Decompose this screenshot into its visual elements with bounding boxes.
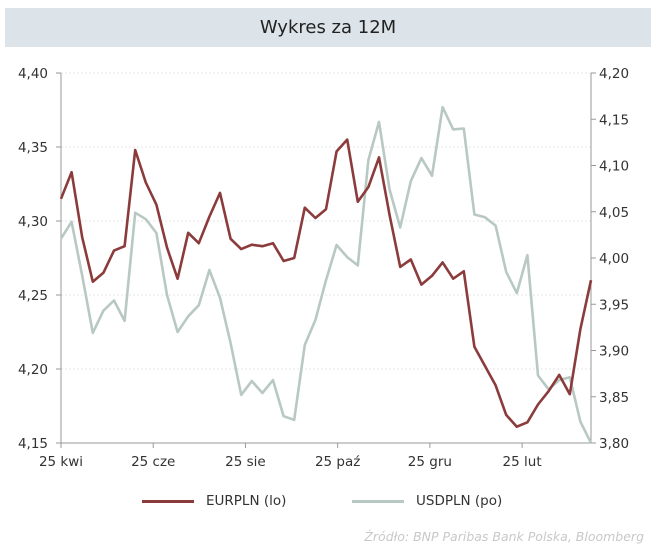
right-tick-label: 3,80 <box>599 436 629 452</box>
x-tick-label: 25 paź <box>315 454 360 470</box>
chart-title: Wykres za 12M <box>5 8 651 47</box>
right-tick-label: 4,15 <box>599 112 629 128</box>
x-tick-label: 25 lut <box>503 454 542 470</box>
left-tick-label: 4,40 <box>18 66 48 82</box>
left-tick-label: 4,15 <box>18 436 48 452</box>
legend-label-usdpln: USDPLN (po) <box>416 493 503 509</box>
legend-swatch-eurpln <box>142 499 194 503</box>
legend-item-usdpln: USDPLN (po) <box>352 493 502 509</box>
x-tick-label: 25 gru <box>408 454 452 470</box>
x-tick-label: 25 kwi <box>39 454 83 470</box>
right-tick-label: 4,10 <box>599 159 629 175</box>
right-tick-label: 4,00 <box>599 251 629 267</box>
left-tick-label: 4,30 <box>18 214 48 230</box>
right-tick-label: 3,90 <box>599 344 629 360</box>
legend-swatch-usdpln <box>352 499 404 503</box>
left-tick-label: 4,25 <box>18 288 48 304</box>
right-tick-label: 4,20 <box>599 66 629 82</box>
right-tick-label: 4,05 <box>599 205 629 221</box>
legend-item-eurpln: EURPLN (lo) <box>142 493 286 509</box>
source-note: Źródło: BNP Paribas Bank Polska, Bloombe… <box>364 529 644 544</box>
legend-label-eurpln: EURPLN (lo) <box>206 493 287 509</box>
right-tick-label: 3,85 <box>599 390 629 406</box>
series-line-usdpln <box>59 105 593 444</box>
x-tick-label: 25 sie <box>225 454 266 470</box>
left-tick-label: 4,35 <box>18 140 48 156</box>
x-tick-label: 25 cze <box>131 454 175 470</box>
right-tick-label: 3,95 <box>599 297 629 313</box>
left-tick-label: 4,20 <box>18 362 48 378</box>
